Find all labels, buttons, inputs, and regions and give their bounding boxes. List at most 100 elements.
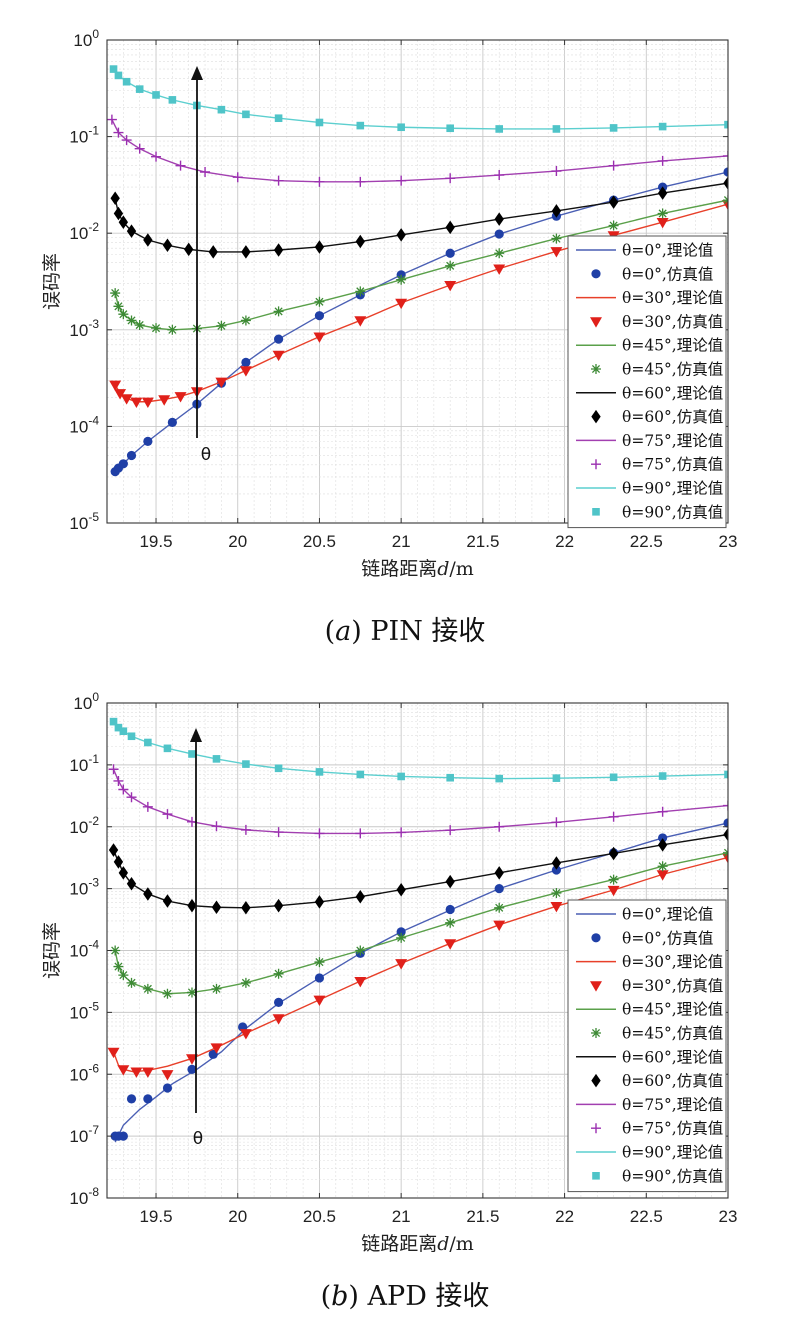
x-tick-label: 21 bbox=[392, 532, 411, 551]
theta-arrow-label: θ bbox=[201, 445, 211, 465]
x-tick-label: 23 bbox=[719, 1207, 738, 1226]
data-point-theta-45 bbox=[211, 984, 221, 994]
data-point-theta-90 bbox=[553, 125, 561, 133]
data-point-theta-45 bbox=[445, 261, 455, 271]
data-point-theta-90 bbox=[316, 768, 324, 776]
data-point-theta-0 bbox=[495, 884, 504, 893]
data-point-theta-0 bbox=[446, 249, 455, 258]
data-point-theta-90 bbox=[357, 771, 365, 779]
y-tick-label: 100 bbox=[73, 690, 99, 713]
x-axis-label: 链路距离d/m bbox=[361, 558, 474, 580]
figure-canvas: 19.5 20 20.5 21 21.5 22 22.5 23 100 10-1 10-2 10-3 1… bbox=[0, 0, 811, 1338]
legend-marker-swatch bbox=[591, 364, 601, 374]
data-point-theta-90 bbox=[275, 114, 283, 122]
data-point-theta-90 bbox=[659, 123, 667, 131]
data-point-theta-0 bbox=[119, 459, 128, 468]
data-point-theta-90 bbox=[213, 755, 221, 763]
legend-label: θ=60°,理论值 bbox=[622, 1048, 723, 1066]
data-point-theta-90 bbox=[242, 760, 250, 768]
data-point-theta-90 bbox=[553, 774, 561, 782]
figure-caption: (b) APD 接收 bbox=[321, 1281, 490, 1312]
legend-label: θ=90°,理论值 bbox=[622, 480, 723, 498]
chart-apd: 19.5 20 20.5 21 21.5 22 22.5 2310010-110-210-31… bbox=[41, 690, 737, 1312]
data-point-theta-45 bbox=[241, 315, 251, 325]
data-point-theta-45 bbox=[216, 321, 226, 331]
legend-label: θ=0°,理论值 bbox=[622, 906, 713, 924]
data-point-theta-45 bbox=[314, 297, 324, 307]
data-point-theta-45 bbox=[494, 903, 504, 913]
y-tick-label: 100 bbox=[73, 27, 99, 50]
data-point-theta-90 bbox=[397, 773, 405, 781]
y-tick-label: 10-4 bbox=[69, 938, 99, 961]
data-point-theta-45 bbox=[609, 221, 619, 231]
legend-label: θ=90°,仿真值 bbox=[622, 1167, 723, 1185]
y-tick-label: 10-1 bbox=[69, 752, 99, 775]
legend-label: θ=45°,理论值 bbox=[622, 1001, 723, 1019]
data-point-theta-45 bbox=[127, 978, 137, 988]
data-point-theta-45 bbox=[658, 861, 668, 871]
x-tick-label: 22.5 bbox=[630, 532, 663, 551]
x-tick-label: 21.5 bbox=[466, 532, 499, 551]
x-tick-label: 20 bbox=[228, 1207, 247, 1226]
data-point-theta-90 bbox=[275, 765, 283, 773]
x-tick-label: 20 bbox=[228, 532, 247, 551]
x-tick-label: 22 bbox=[555, 1207, 574, 1226]
legend-label: θ=45°,理论值 bbox=[622, 337, 723, 355]
y-tick-label: 10-3 bbox=[69, 876, 99, 899]
data-point-theta-0 bbox=[127, 451, 136, 460]
data-point-theta-0 bbox=[143, 1094, 152, 1103]
y-tick-label: 10-2 bbox=[69, 220, 99, 243]
data-point-theta-45 bbox=[658, 208, 668, 218]
legend-label: θ=0°,仿真值 bbox=[622, 265, 713, 283]
data-point-theta-90 bbox=[164, 745, 172, 753]
data-point-theta-45 bbox=[609, 875, 619, 885]
x-tick-label: 20.5 bbox=[303, 532, 336, 551]
legend-marker-swatch bbox=[591, 1028, 601, 1038]
data-point-theta-45 bbox=[113, 962, 123, 972]
legend-label: θ=75°,仿真值 bbox=[622, 456, 723, 474]
x-tick-label: 19.5 bbox=[139, 1207, 172, 1226]
data-point-theta-45 bbox=[355, 286, 365, 296]
data-point-theta-0 bbox=[315, 973, 324, 982]
data-point-theta-45 bbox=[127, 315, 137, 325]
legend-label: θ=30°,仿真值 bbox=[622, 313, 723, 331]
data-point-theta-90 bbox=[115, 72, 123, 80]
legend: θ=0°,理论值θ=0°,仿真值θ=30°,理论值θ=30°,仿真值θ=45°,… bbox=[568, 900, 726, 1192]
data-point-theta-45 bbox=[110, 288, 120, 298]
data-point-theta-0 bbox=[168, 418, 177, 427]
legend-label: θ=0°,仿真值 bbox=[622, 929, 713, 947]
data-point-theta-0 bbox=[127, 1094, 136, 1103]
data-point-theta-90 bbox=[152, 91, 160, 99]
data-point-theta-0 bbox=[143, 437, 152, 446]
y-tick-label: 10-2 bbox=[69, 814, 99, 837]
legend-marker-swatch bbox=[591, 933, 600, 942]
data-point-theta-0 bbox=[274, 335, 283, 344]
data-point-theta-45 bbox=[167, 325, 177, 335]
data-point-theta-45 bbox=[274, 969, 284, 979]
data-point-theta-90 bbox=[128, 732, 136, 740]
data-point-theta-90 bbox=[659, 772, 667, 780]
x-tick-label: 22 bbox=[555, 532, 574, 551]
data-point-theta-90 bbox=[169, 96, 177, 104]
legend-label: θ=0°,理论值 bbox=[622, 242, 713, 260]
data-point-theta-0 bbox=[315, 311, 324, 320]
data-point-theta-90 bbox=[316, 119, 324, 127]
y-axis-label: 误码率 bbox=[41, 253, 63, 310]
data-point-theta-90 bbox=[242, 111, 250, 119]
data-point-theta-90 bbox=[397, 123, 405, 131]
data-point-theta-45 bbox=[118, 309, 128, 319]
data-point-theta-90 bbox=[446, 774, 454, 782]
data-point-theta-90 bbox=[610, 773, 618, 781]
legend-label: θ=60°,仿真值 bbox=[622, 1072, 723, 1090]
y-tick-label: 10-7 bbox=[69, 1123, 99, 1146]
legend: θ=0°,理论值 θ=0°,仿真值 θ=30°,理论值 θ=30°,仿真值 θ=45°,… bbox=[568, 236, 726, 528]
legend-marker-swatch bbox=[592, 1172, 600, 1180]
data-point-theta-45 bbox=[396, 275, 406, 285]
y-tick-label: 10-4 bbox=[69, 413, 99, 436]
x-tick-label: 23 bbox=[719, 532, 738, 551]
legend-label: θ=30°,理论值 bbox=[622, 289, 723, 307]
data-point-theta-45 bbox=[445, 918, 455, 928]
data-point-theta-45 bbox=[162, 989, 172, 999]
legend-label: θ=45°,仿真值 bbox=[622, 361, 723, 379]
data-point-theta-90 bbox=[120, 727, 128, 735]
